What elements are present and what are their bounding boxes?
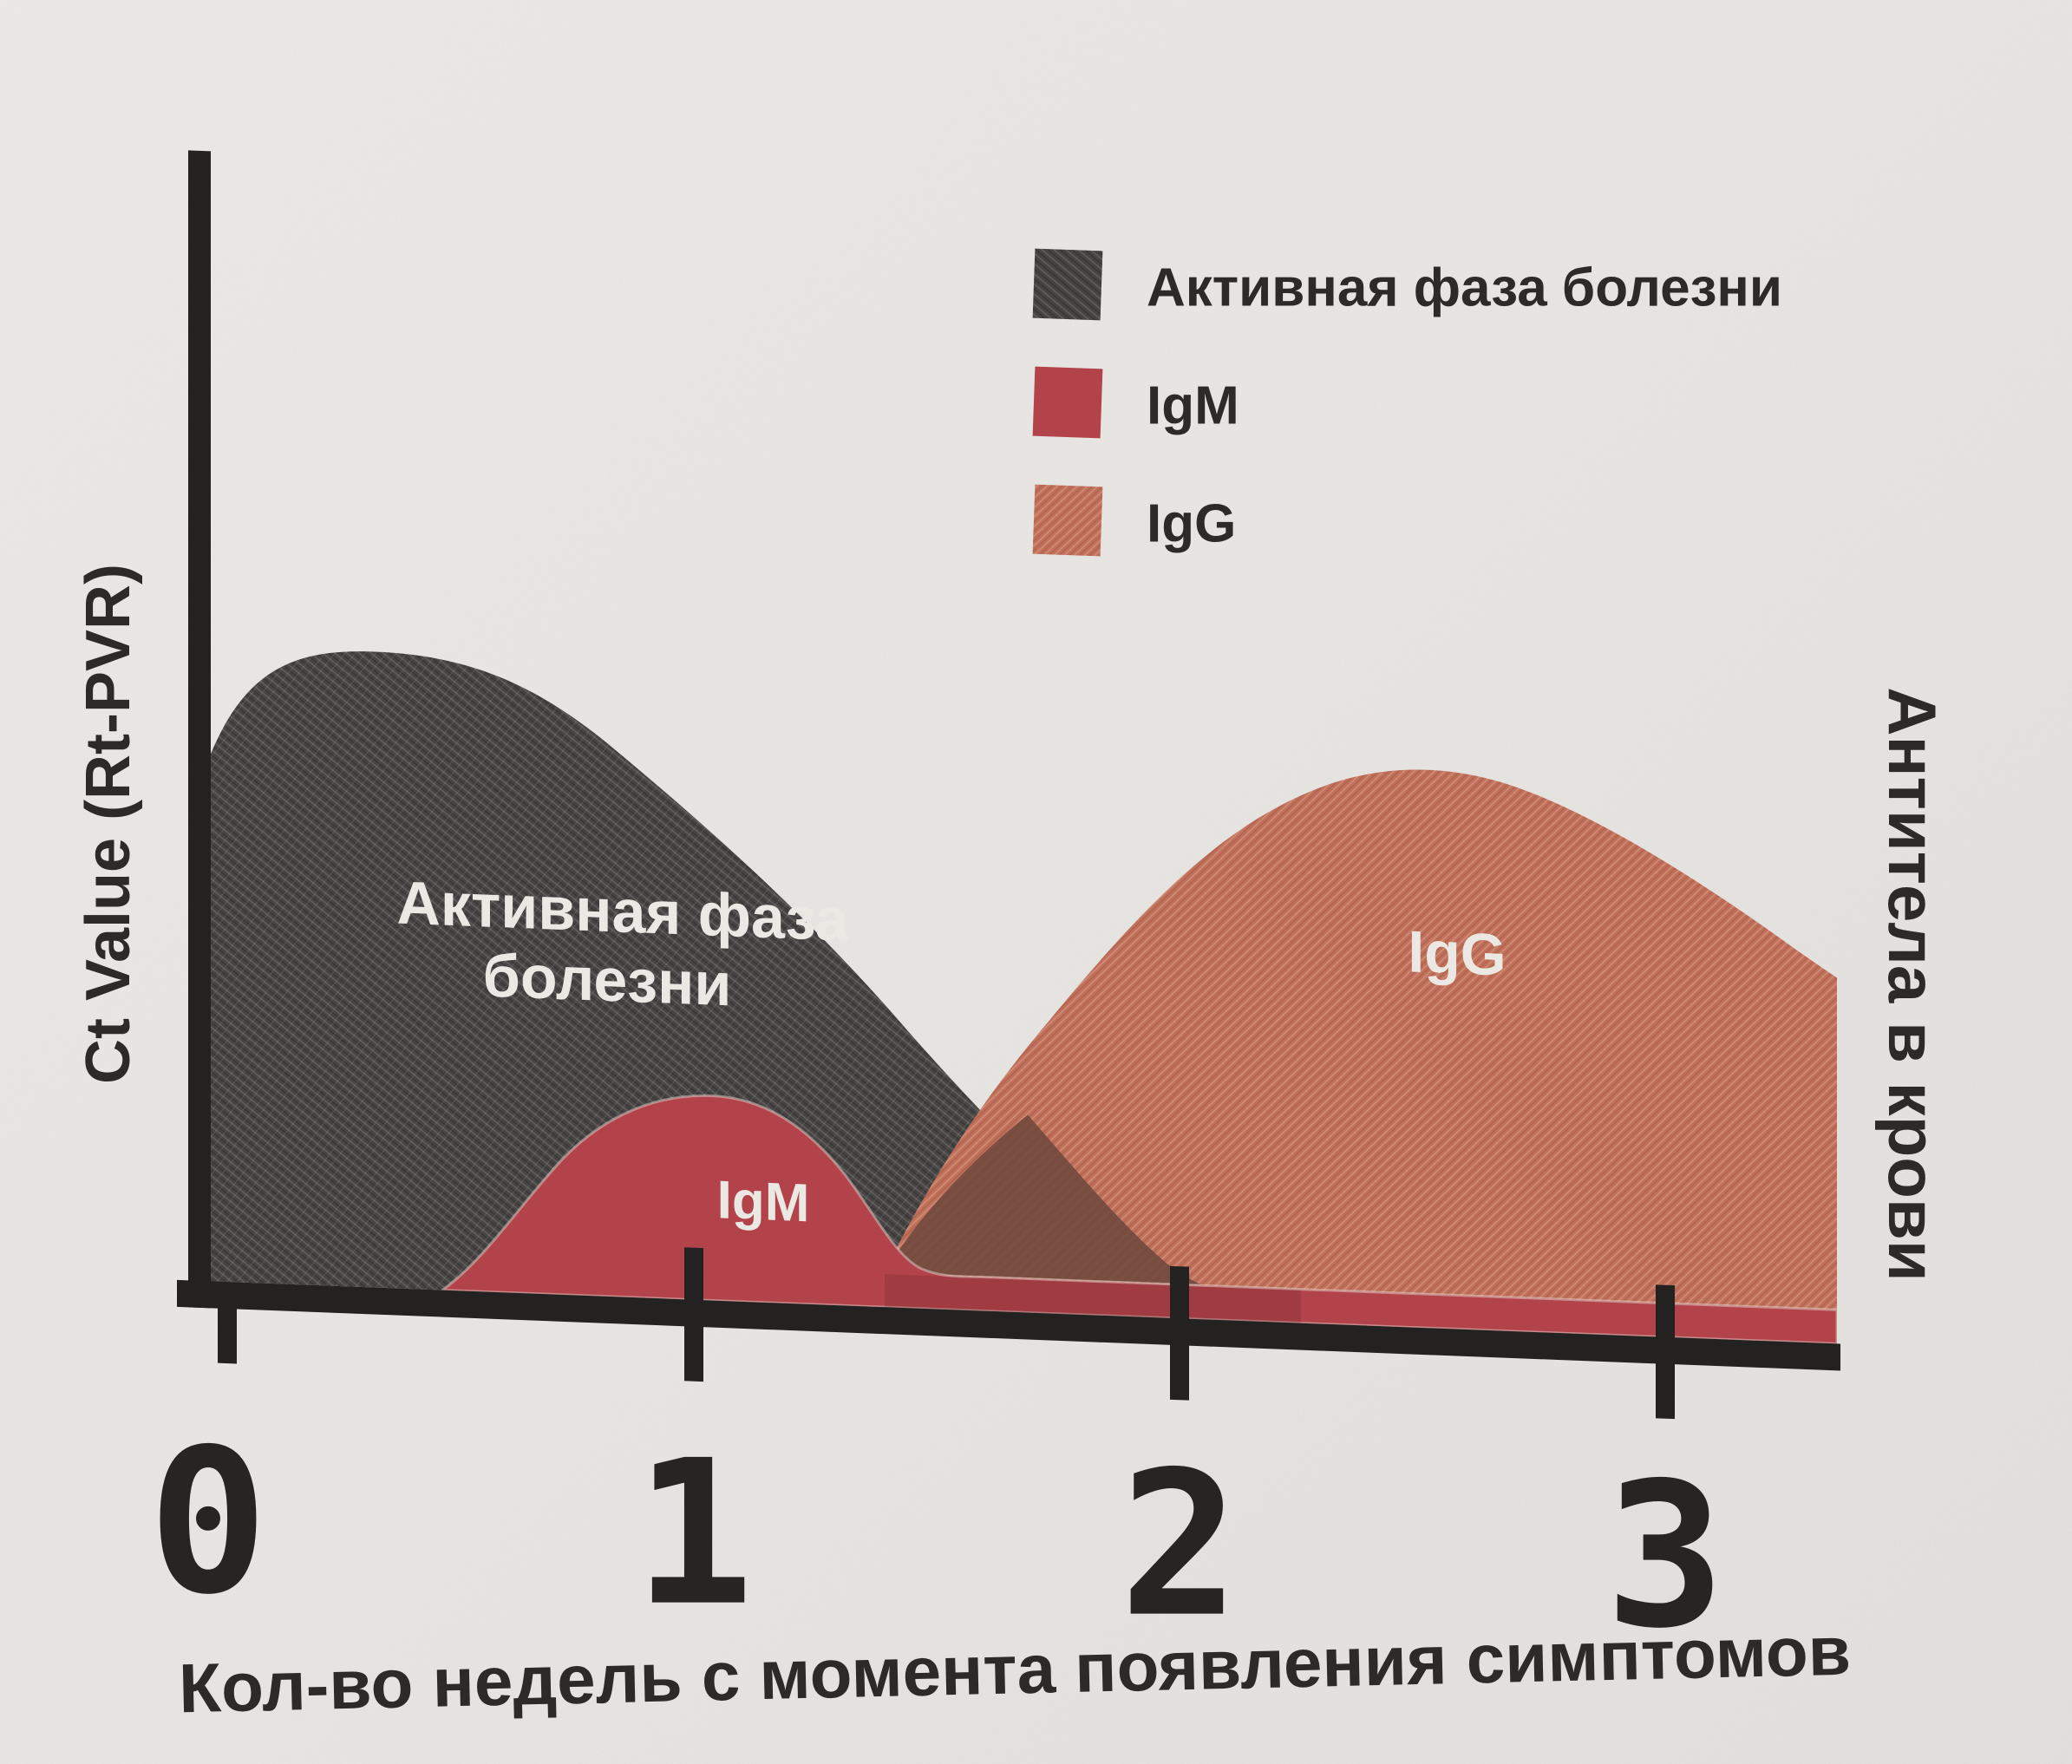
x-tick-label-0: 0 <box>148 1408 268 1639</box>
legend-label-igg: IgG <box>1147 494 1236 554</box>
active-phase-area-label-line2: болезни <box>483 941 732 1018</box>
x-tick-0 <box>218 1281 237 1364</box>
x-tick-label-1: 1 <box>634 1419 754 1650</box>
legend-item-active-phase: Активная фаза болезни <box>1032 248 1782 321</box>
y-axis-line <box>188 150 211 1309</box>
x-tick-1 <box>684 1247 703 1382</box>
igm-area-label: IgM <box>717 1170 810 1233</box>
legend-swatch-active-phase-texture <box>1032 248 1103 321</box>
legend-swatch-igm <box>1032 366 1103 439</box>
legend-swatch-igg-texture <box>1032 484 1103 557</box>
y-axis-right-title: Антитела в крови <box>1874 687 1951 1282</box>
legend-label-active-phase: Активная фаза болезни <box>1147 258 1782 318</box>
legend: Активная фаза болезни IgM IgG <box>1032 248 1782 557</box>
x-axis-title: Кол-во недель с момента появления симпто… <box>178 1612 1852 1728</box>
x-tick-2 <box>1170 1265 1189 1401</box>
legend-item-igm: IgM <box>1032 366 1239 439</box>
x-tick-3 <box>1656 1284 1675 1420</box>
y-axis-left-title: Ct Value (Rt-PVR) <box>74 564 143 1084</box>
legend-label-igm: IgM <box>1147 376 1239 436</box>
igg-area-label: IgG <box>1408 918 1506 988</box>
legend-item-igg: IgG <box>1032 484 1236 557</box>
plot-area: Активная фаза болезни IgM IgG <box>177 150 1840 1420</box>
